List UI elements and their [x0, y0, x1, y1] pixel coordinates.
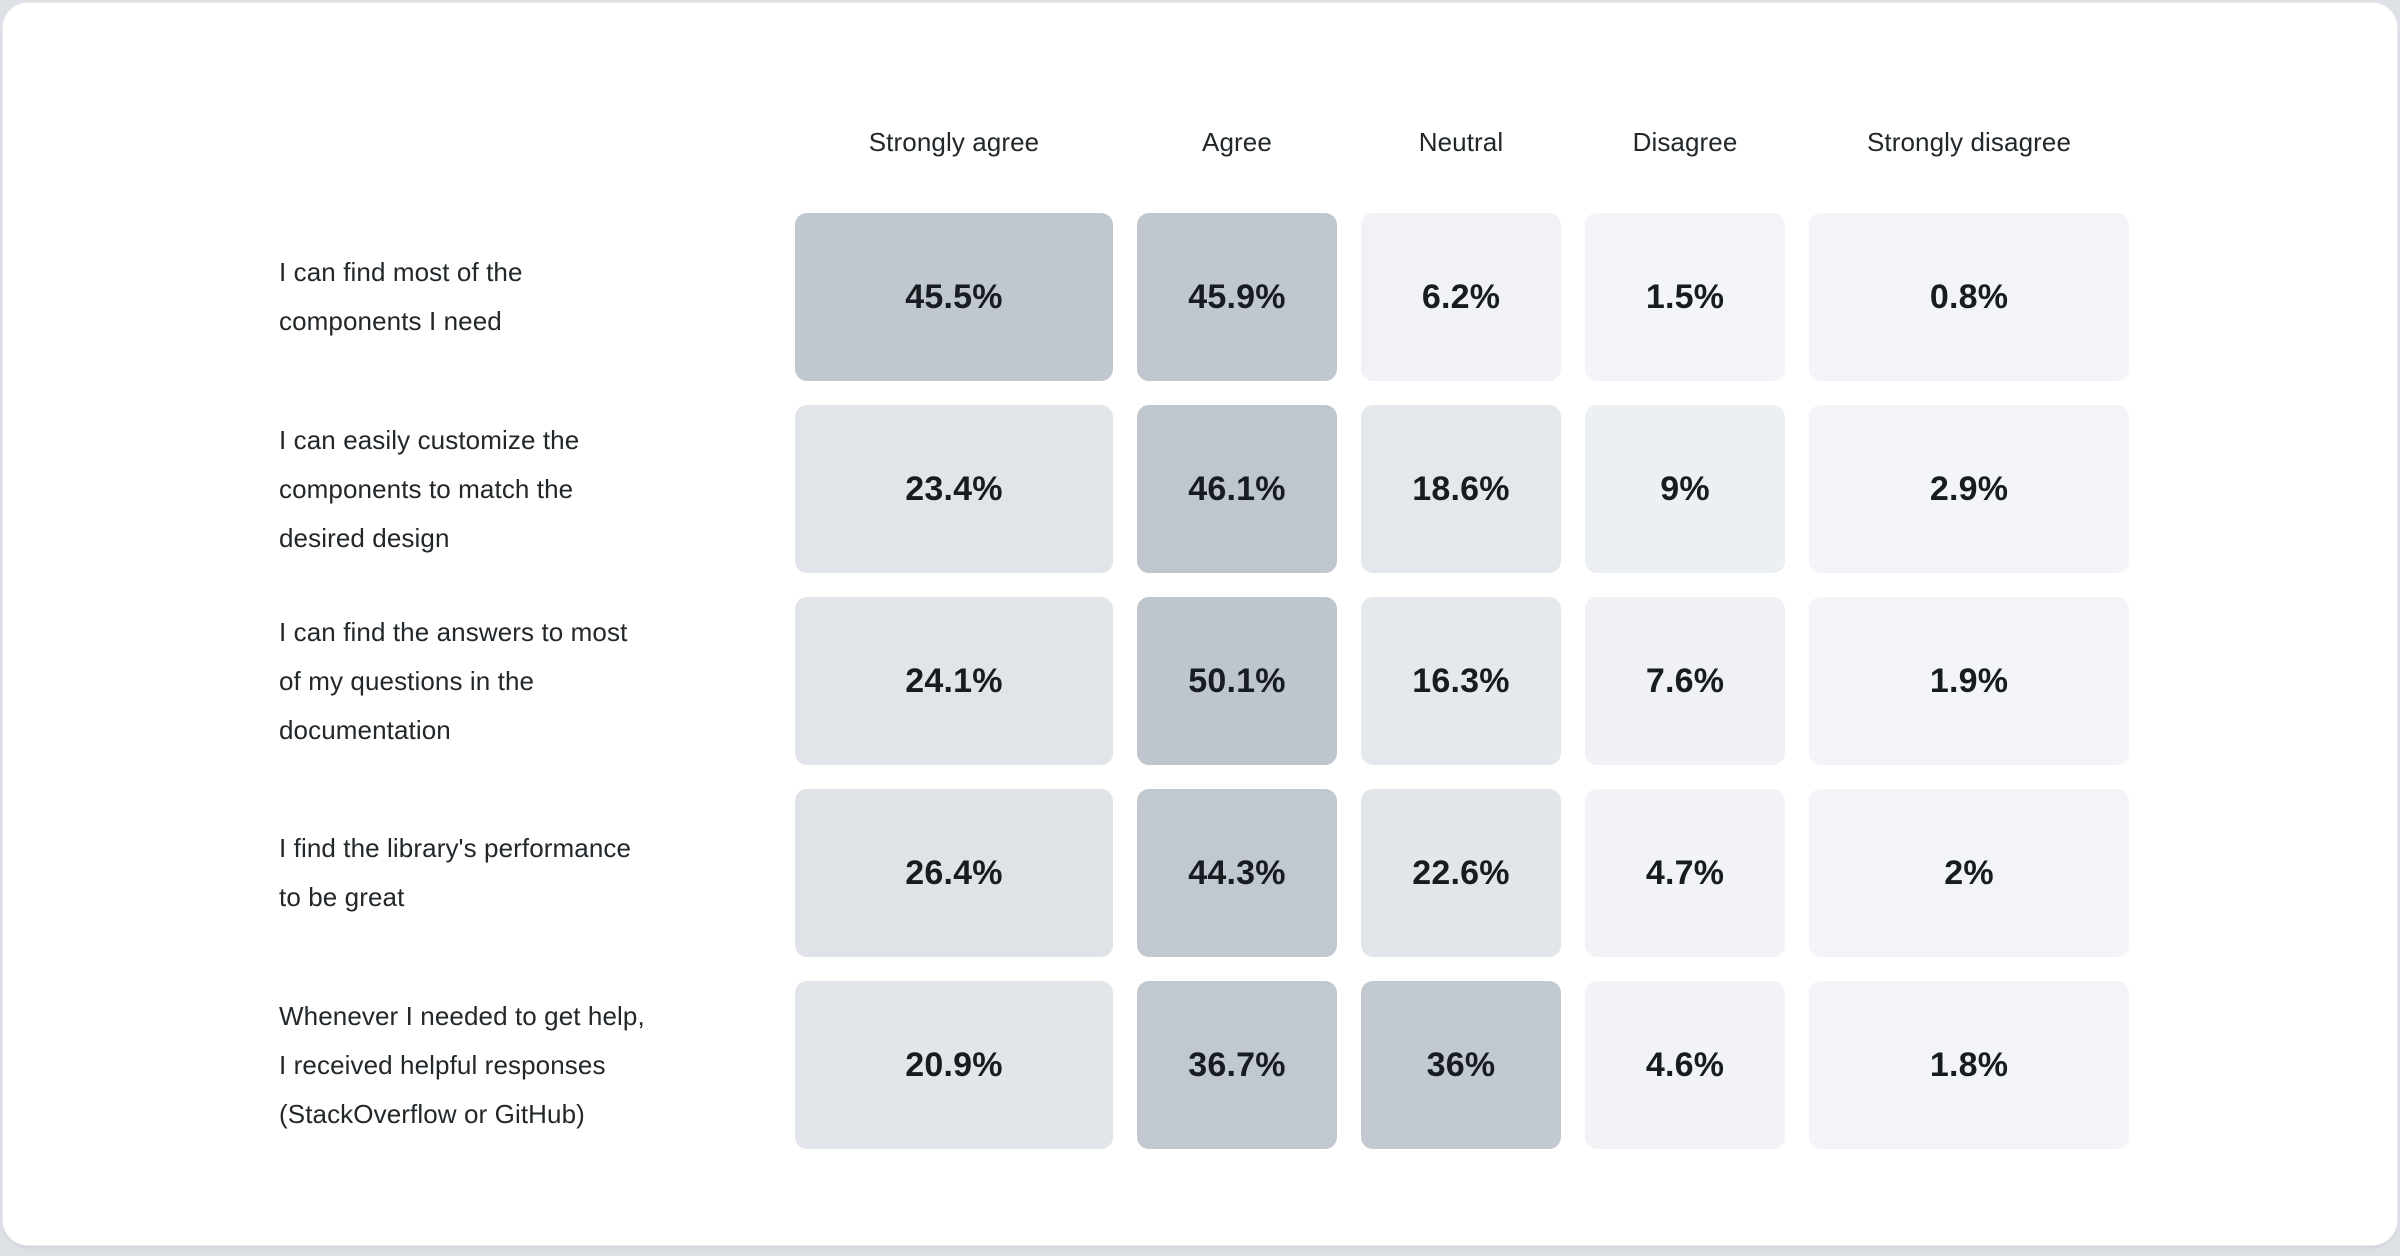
heatmap-cell: 45.9%: [1137, 213, 1337, 381]
heatmap-cell: 1.8%: [1809, 981, 2129, 1149]
heatmap-cell: 4.6%: [1585, 981, 1785, 1149]
cell-value: 50.1%: [1188, 661, 1286, 700]
heatmap-cell: 36%: [1361, 981, 1561, 1149]
header-spacer: [279, 95, 771, 189]
cell-value: 20.9%: [905, 1045, 1003, 1084]
cell-value: 36.7%: [1188, 1045, 1286, 1084]
heatmap-cell: 2.9%: [1809, 405, 2129, 573]
cell-value: 16.3%: [1412, 661, 1510, 700]
survey-heatmap: Strongly agree Agree Neutral Disagree Strong…: [279, 95, 2129, 1149]
cell-value: 45.9%: [1188, 277, 1286, 316]
row-label: I can easily customize the components to…: [279, 424, 580, 553]
cell-value: 18.6%: [1412, 469, 1510, 508]
heatmap-cell: 16.3%: [1361, 597, 1561, 765]
heatmap-cell: 2%: [1809, 789, 2129, 957]
cell-value: 26.4%: [905, 853, 1003, 892]
column-header: Strongly agree: [868, 126, 1040, 157]
heatmap-cell: 4.7%: [1585, 789, 1785, 957]
cell-value: 1.5%: [1645, 277, 1725, 316]
cell-value: 4.7%: [1645, 853, 1725, 892]
column-header: Agree: [1202, 126, 1272, 157]
row-label: I can find most of the components I need: [279, 257, 523, 336]
heatmap-cell: 50.1%: [1137, 597, 1337, 765]
heatmap-cell: 24.1%: [795, 597, 1113, 765]
column-header: Neutral: [1418, 126, 1504, 157]
cell-value: 9%: [1660, 469, 1710, 508]
cell-value: 7.6%: [1645, 661, 1725, 700]
heatmap-cell: 23.4%: [795, 405, 1113, 573]
heatmap-cell: 1.5%: [1585, 213, 1785, 381]
cell-value: 2%: [1944, 853, 1994, 892]
cell-value: 1.8%: [1929, 1045, 2009, 1084]
heatmap-cell: 20.9%: [795, 981, 1113, 1149]
heatmap-cell: 1.9%: [1809, 597, 2129, 765]
heatmap-cell: 0.8%: [1809, 213, 2129, 381]
heatmap-cell: 6.2%: [1361, 213, 1561, 381]
column-header: Strongly disagree: [1866, 126, 2072, 157]
cell-value: 23.4%: [905, 469, 1003, 508]
heatmap-cell: 46.1%: [1137, 405, 1337, 573]
cell-value: 36%: [1426, 1045, 1496, 1084]
heatmap-cell: 7.6%: [1585, 597, 1785, 765]
row-label: Whenever I needed to get help, I receive…: [279, 1000, 645, 1129]
heatmap-cell: 9%: [1585, 405, 1785, 573]
heatmap-cell: 44.3%: [1137, 789, 1337, 957]
cell-value: 46.1%: [1188, 469, 1286, 508]
heatmap-cell: 36.7%: [1137, 981, 1337, 1149]
heatmap-cell: 22.6%: [1361, 789, 1561, 957]
cell-value: 6.2%: [1421, 277, 1501, 316]
cell-value: 1.9%: [1929, 661, 2009, 700]
cell-value: 0.8%: [1929, 277, 2009, 316]
heatmap-cell: 45.5%: [795, 213, 1113, 381]
row-label: I find the library's performance to be g…: [279, 833, 632, 912]
cell-value: 4.6%: [1645, 1045, 1725, 1084]
cell-value: 45.5%: [905, 277, 1003, 316]
cell-value: 22.6%: [1412, 853, 1510, 892]
column-header: Disagree: [1632, 126, 1738, 157]
cell-value: 24.1%: [905, 661, 1003, 700]
heatmap-cell: 26.4%: [795, 789, 1113, 957]
cell-value: 2.9%: [1929, 469, 2009, 508]
row-label: I can find the answers to most of my que…: [279, 616, 628, 745]
heatmap-cell: 18.6%: [1361, 405, 1561, 573]
cell-value: 44.3%: [1188, 853, 1286, 892]
